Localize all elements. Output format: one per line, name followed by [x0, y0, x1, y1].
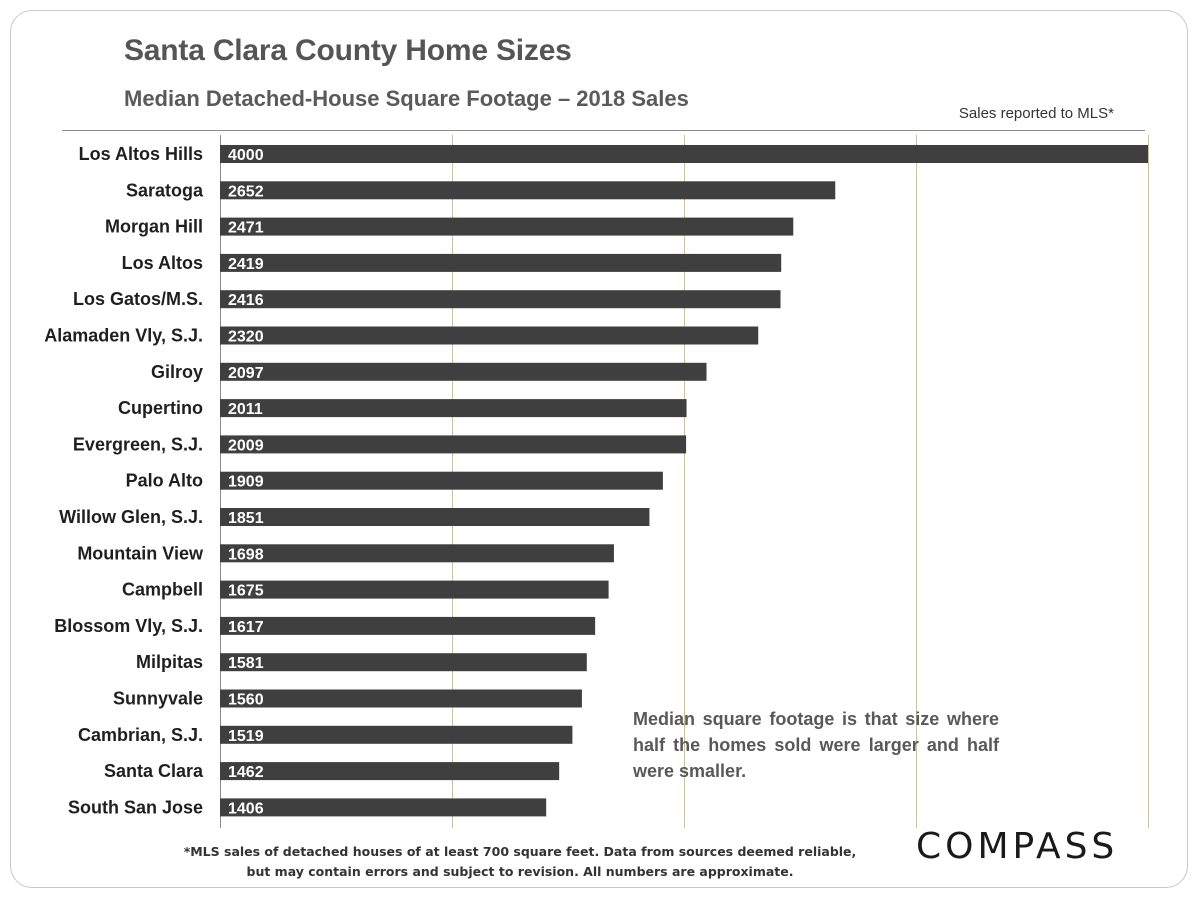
value-label-17: 1462: [228, 764, 264, 781]
value-label-3: 2419: [228, 256, 264, 273]
value-label-15: 1560: [228, 692, 264, 709]
chart-title: Santa Clara County Home Sizes: [124, 34, 572, 67]
bar-11: [220, 544, 614, 563]
bar-9: [220, 471, 663, 490]
footnote-line-2: but may contain errors and subject to re…: [246, 864, 794, 879]
value-label-0: 4000: [228, 147, 264, 164]
footnote-line-1: *MLS sales of detached houses of at leas…: [183, 844, 857, 859]
chart-subtitle: Median Detached-House Square Footage – 2…: [124, 86, 689, 111]
bar-8: [220, 435, 687, 454]
category-label-15: Sunnyvale: [113, 689, 203, 709]
bar-4: [220, 290, 781, 309]
value-label-11: 1698: [228, 546, 264, 563]
bar-1: [220, 181, 836, 200]
category-label-1: Saratoga: [126, 180, 204, 200]
category-label-10: Willow Glen, S.J.: [59, 507, 203, 527]
category-label-16: Cambrian, S.J.: [78, 725, 203, 745]
value-label-6: 2097: [228, 365, 264, 382]
annotation-note: Median square footage is that size where…: [633, 709, 999, 781]
category-label-18: South San Jose: [68, 797, 203, 817]
value-label-13: 1617: [228, 619, 264, 636]
value-label-9: 1909: [228, 474, 264, 491]
bar-0: [220, 145, 1148, 163]
category-label-14: Milpitas: [136, 652, 203, 672]
bar-3: [220, 253, 782, 272]
bar-16: [220, 725, 573, 744]
value-label-2: 2471: [228, 220, 264, 237]
category-label-3: Los Altos: [122, 253, 203, 273]
bar-17: [220, 762, 560, 781]
footnote: *MLS sales of detached houses of at leas…: [150, 842, 890, 882]
value-label-12: 1675: [228, 583, 264, 600]
value-label-14: 1581: [228, 655, 264, 672]
bar-14: [220, 653, 587, 672]
bar-7: [220, 399, 687, 418]
source-note: Sales reported to MLS*: [958, 105, 1114, 122]
bar-5: [220, 326, 759, 345]
bar-6: [220, 362, 707, 381]
compass-logo-text: COMPASS: [916, 825, 1119, 867]
value-label-18: 1406: [228, 800, 264, 817]
category-label-9: Palo Alto: [126, 471, 203, 491]
category-label-5: Alamaden Vly, S.J.: [44, 326, 203, 346]
category-label-7: Cupertino: [118, 398, 203, 418]
value-label-10: 1851: [228, 510, 264, 527]
category-label-2: Morgan Hill: [105, 217, 203, 237]
bar-18: [220, 798, 547, 817]
category-label-0: Los Altos Hills: [79, 144, 203, 164]
bar-13: [220, 616, 596, 635]
value-label-1: 2652: [228, 183, 264, 200]
category-label-11: Mountain View: [77, 543, 204, 563]
bar-12: [220, 580, 609, 599]
value-label-8: 2009: [228, 437, 264, 454]
category-label-13: Blossom Vly, S.J.: [54, 616, 203, 636]
category-label-12: Campbell: [122, 580, 203, 600]
value-label-5: 2320: [228, 329, 264, 346]
value-label-4: 2416: [228, 292, 264, 309]
category-label-4: Los Gatos/M.S.: [73, 289, 203, 309]
bar-2: [220, 217, 794, 236]
category-label-6: Gilroy: [151, 362, 203, 382]
bar-15: [220, 689, 582, 708]
category-label-8: Evergreen, S.J.: [73, 434, 203, 454]
value-label-7: 2011: [228, 401, 263, 418]
value-label-16: 1519: [228, 728, 264, 745]
compass-logo: COMPASS: [916, 824, 1140, 868]
bar-10: [220, 508, 650, 526]
category-label-17: Santa Clara: [104, 761, 204, 781]
